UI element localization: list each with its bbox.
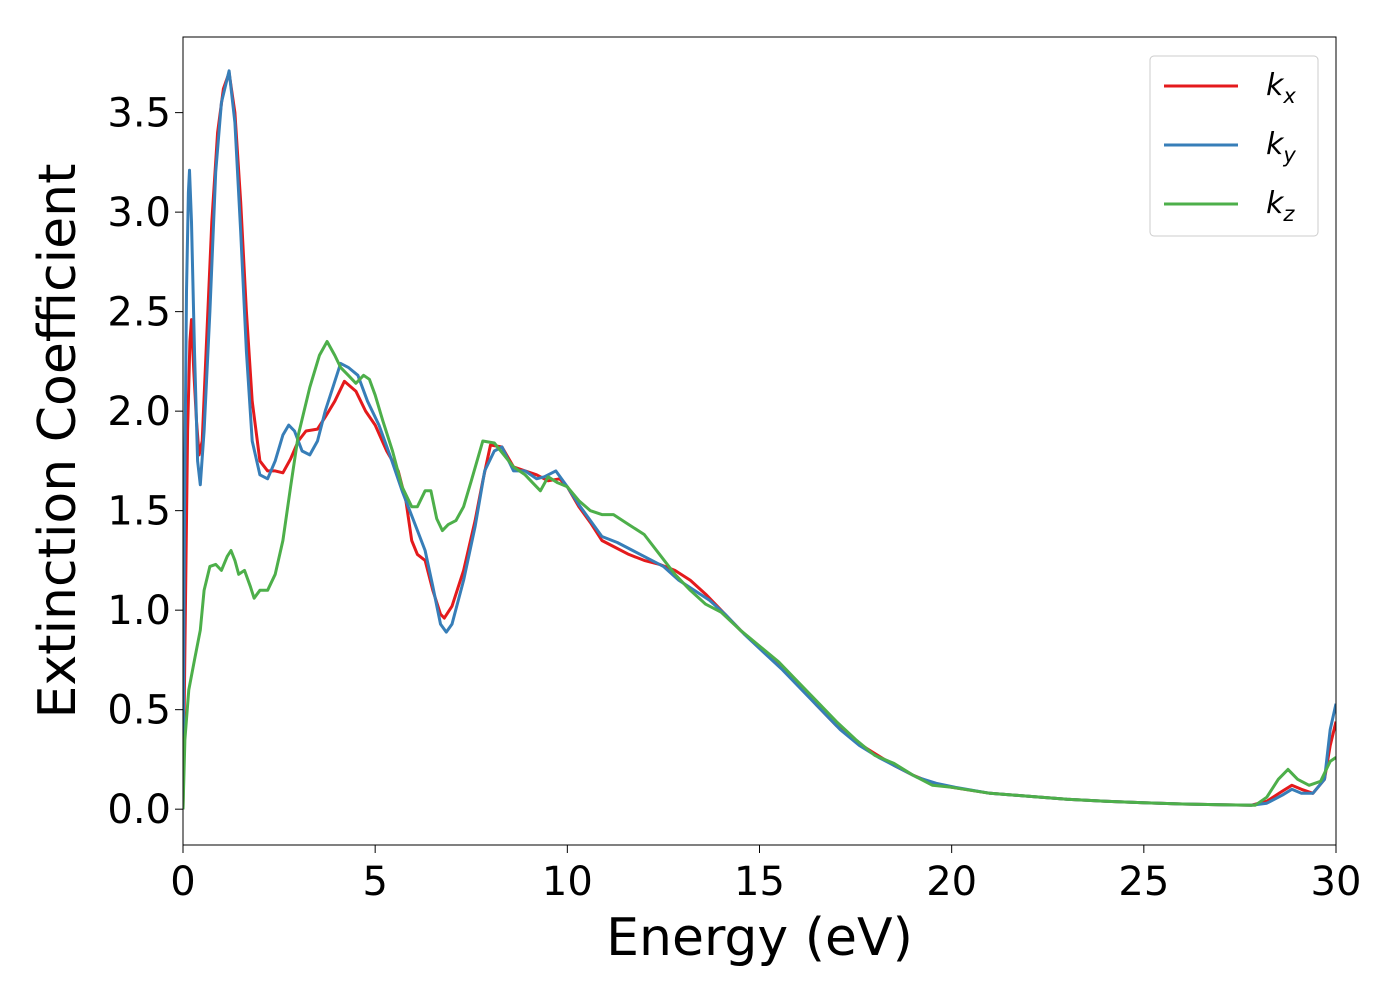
legend-label-ky: ky (1266, 127, 1296, 167)
y-tick-label: 1.5 (107, 489, 171, 535)
series-line-kz (183, 340, 1336, 810)
y-tick-label: 2.0 (107, 389, 171, 435)
x-tick-label: 20 (926, 859, 977, 905)
y-axis-ticks: 0.0 0.5 1.0 1.5 2.0 2.5 3.0 3.5 (107, 91, 183, 833)
y-tick-label: 3.0 (107, 190, 171, 236)
x-tick-label: 15 (734, 859, 785, 905)
legend: kx ky kz (1149, 55, 1319, 237)
x-tick-label: 30 (1311, 859, 1362, 905)
y-axis-label: Extinction Coefficient (28, 164, 88, 719)
x-axis-ticks: 0 5 10 15 20 25 30 (170, 845, 1361, 905)
y-tick-label: 3.5 (107, 91, 171, 137)
x-tick-label: 5 (362, 859, 387, 905)
x-tick-label: 10 (542, 859, 593, 905)
legend-label-kx: kx (1266, 68, 1296, 108)
plot-lines (183, 69, 1336, 810)
x-tick-label: 0 (170, 859, 195, 905)
x-tick-label: 25 (1118, 859, 1169, 905)
y-tick-label: 0.0 (107, 787, 171, 833)
legend-label-kz: kz (1266, 186, 1295, 226)
x-axis-label: Energy (eV) (606, 908, 913, 968)
y-tick-label: 0.5 (107, 688, 171, 734)
y-tick-label: 2.5 (107, 290, 171, 336)
y-tick-label: 1.0 (107, 588, 171, 634)
